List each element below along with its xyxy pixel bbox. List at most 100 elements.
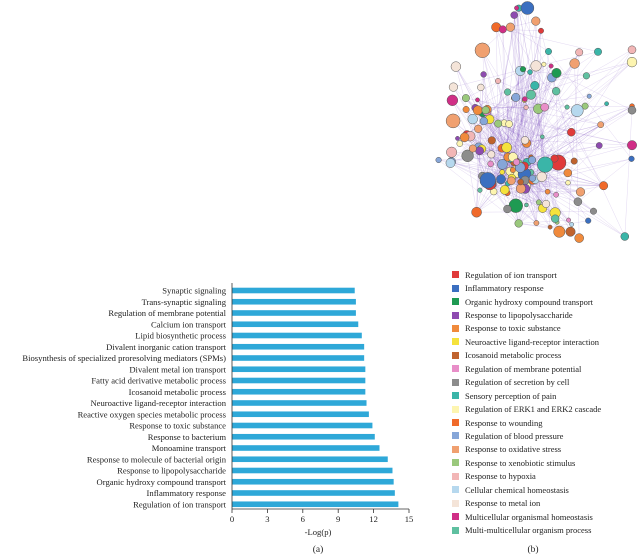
legend-label: Regulation of membrane potential — [465, 363, 582, 374]
network-node — [566, 217, 572, 223]
network-edge — [502, 98, 514, 165]
network-edge — [548, 51, 632, 159]
network-edge — [507, 61, 633, 93]
network-edge — [499, 180, 572, 225]
legend-swatch — [452, 459, 459, 467]
network-edge — [544, 107, 568, 165]
category-label: Biosynthesis of specialized proresolving… — [22, 353, 226, 363]
network-node — [487, 136, 496, 145]
bar — [232, 411, 369, 418]
category-label: Neuroactive ligand-receptor interaction — [90, 398, 226, 408]
network-node — [472, 105, 483, 116]
network-node — [550, 154, 559, 163]
network-edge — [524, 107, 545, 181]
bar — [232, 490, 395, 496]
legend-item: Response to lipopolysaccharide — [452, 308, 640, 321]
network-edge — [554, 132, 572, 159]
network-edge — [466, 109, 633, 146]
network-node — [446, 94, 459, 106]
x-tick-label: 9 — [336, 514, 340, 524]
network-node — [479, 172, 496, 189]
network-edge — [530, 110, 578, 158]
network-edge — [497, 80, 537, 224]
network-node — [475, 97, 480, 103]
category-label: Fatty acid derivative metabolic process — [91, 376, 226, 386]
network-edge — [519, 70, 525, 175]
legend-label: Regulation of ion transport — [465, 269, 557, 280]
network-nodes — [435, 1, 638, 243]
network-edge — [499, 49, 633, 181]
network-node — [585, 217, 592, 224]
legend-label: Multicellular organismal homeostasis — [465, 511, 593, 522]
legend-swatch — [452, 311, 459, 319]
legend-swatch — [452, 472, 459, 480]
legend-swatch — [452, 378, 459, 386]
network-node — [527, 69, 533, 75]
network-edge — [491, 61, 633, 141]
network-node — [445, 158, 456, 168]
network-edge — [475, 105, 633, 109]
network-edge — [511, 97, 517, 181]
network-edge — [526, 161, 594, 212]
legend-label: Multi-multicellular organism process — [465, 525, 592, 536]
network-edge — [465, 70, 521, 99]
network-edge — [511, 105, 633, 179]
legend-label: Neuroactive ligand-receptor interaction — [465, 336, 600, 347]
legend-swatch — [452, 324, 459, 332]
network-node — [514, 219, 523, 228]
bar — [232, 332, 362, 339]
network-edge — [577, 158, 632, 202]
network-node — [547, 224, 553, 230]
network-node — [627, 45, 637, 55]
network-edge — [518, 64, 545, 171]
bar — [232, 456, 388, 463]
network-edge — [478, 87, 482, 148]
network-node — [459, 132, 470, 143]
bar — [232, 355, 365, 361]
legend-item: Inflammatory response — [452, 281, 640, 294]
network-edge — [518, 145, 600, 224]
network-edge — [526, 105, 633, 163]
network-node — [479, 116, 488, 126]
network-node — [564, 104, 570, 110]
network-edge — [477, 128, 503, 165]
network-node — [604, 101, 609, 107]
network-edge — [538, 108, 604, 186]
legend-item: Multi-multicellular organism process — [452, 523, 640, 536]
network-edge — [500, 61, 633, 180]
network-node — [435, 156, 442, 164]
bar — [232, 388, 366, 395]
network-edge — [518, 219, 569, 224]
network-node — [480, 71, 487, 78]
network-edge — [453, 68, 524, 88]
network-edge — [502, 29, 599, 53]
network-node — [510, 11, 518, 19]
network-node — [575, 187, 586, 197]
network-edge — [510, 107, 527, 157]
network-edge — [477, 99, 572, 133]
network-node — [461, 149, 474, 162]
network-edge — [477, 99, 579, 202]
legend-label: Organic hydroxy compound transport — [465, 296, 594, 307]
network-node — [503, 204, 512, 214]
legend-swatch — [452, 499, 459, 507]
legend-item: Response to toxic substance — [452, 322, 640, 335]
x-tick-label: 6 — [301, 514, 306, 524]
network-edge — [483, 120, 625, 237]
category-label: Monoamine transport — [152, 443, 227, 453]
network-node — [507, 176, 516, 186]
legend-item: Response to metal ion — [452, 496, 640, 509]
network-edge — [519, 72, 531, 168]
category-label: Reactive oxygen species metabolic proces… — [78, 409, 227, 419]
network-node — [590, 207, 597, 215]
network-edge — [512, 91, 557, 171]
legend-item: Sensory perception of pain — [452, 389, 640, 402]
network-edge — [497, 80, 532, 95]
legend-item: Response to hypoxia — [452, 470, 640, 483]
network-node — [620, 232, 630, 241]
network-edge — [465, 97, 601, 125]
network-node — [537, 156, 554, 173]
network-node — [540, 134, 545, 140]
category-label: Lipid biosynthetic process — [135, 331, 226, 341]
